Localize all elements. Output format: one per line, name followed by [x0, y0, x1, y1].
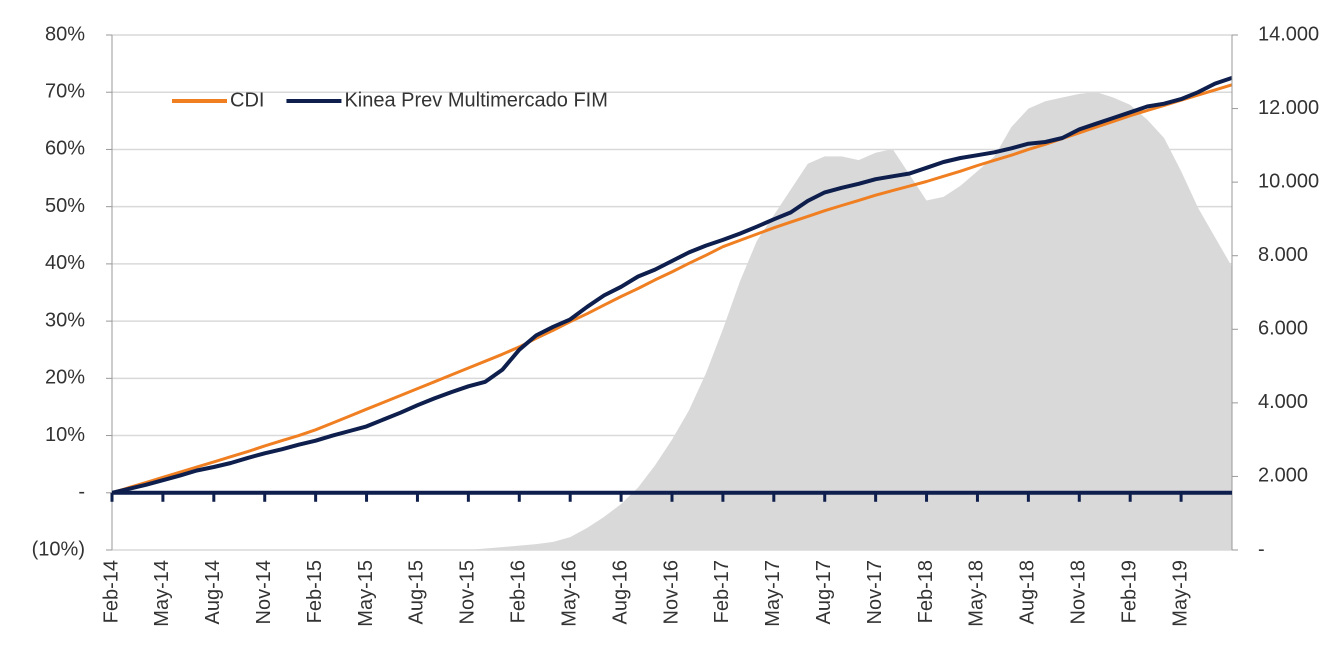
x-tick-label: Aug-14 [202, 560, 224, 625]
x-tick-label: Feb-18 [915, 560, 937, 623]
y2-tick-label: - [1258, 538, 1265, 560]
x-tick-label: Aug-18 [1017, 560, 1039, 625]
x-tick-label: Nov-16 [660, 560, 682, 624]
y-tick-label: (10%) [32, 538, 85, 560]
x-tick-label: Feb-19 [1118, 560, 1140, 623]
x-tick-label: Aug-15 [406, 560, 428, 625]
x-tick-label: May-16 [558, 560, 580, 627]
y2-tick-label: 6.000 [1258, 318, 1308, 340]
x-tick-label: May-15 [355, 560, 377, 627]
x-tick-label: Feb-14 [100, 560, 122, 623]
line [111, 83, 1233, 495]
y-tick-label: - [78, 481, 85, 503]
x-tick-label: May-18 [966, 560, 988, 627]
y2-tick-label: 8.000 [1258, 244, 1308, 266]
line [111, 76, 1233, 495]
y-tick-label: 40% [45, 252, 85, 274]
y-tick-label: 70% [45, 81, 85, 103]
y-tick-label: 10% [45, 424, 85, 446]
x-tick-label: Nov-15 [457, 560, 479, 624]
y2-tick-label: 12.000 [1258, 97, 1319, 119]
x-tick-label: May-17 [762, 560, 784, 627]
x-tick-label: Feb-15 [304, 560, 326, 623]
x-tick-label: Aug-17 [813, 560, 835, 625]
x-tick-label: Nov-17 [864, 560, 886, 624]
y2-tick-label: 10.000 [1258, 170, 1319, 192]
legend-label: CDI [230, 89, 264, 111]
x-tick-label: May-14 [151, 560, 173, 627]
x-tick-label: Feb-16 [508, 560, 530, 623]
y-tick-label: 30% [45, 309, 85, 331]
y-tick-label: 50% [45, 195, 85, 217]
x-tick-label: Feb-17 [711, 560, 733, 623]
legend-label: Kinea Prev Multimercado FIM [344, 89, 607, 111]
y2-tick-label: 14.000 [1258, 23, 1319, 45]
y2-tick-label: 2.000 [1258, 465, 1308, 487]
y2-tick-label: 4.000 [1258, 391, 1308, 413]
y-tick-label: 60% [45, 138, 85, 160]
x-tick-label: May-19 [1169, 560, 1191, 627]
x-tick-label: Aug-16 [609, 560, 631, 625]
x-tick-label: Nov-14 [253, 560, 275, 624]
y-tick-label: 80% [45, 23, 85, 45]
line-layer [111, 76, 1233, 495]
y-tick-label: 20% [45, 367, 85, 389]
x-tick-label: Nov-18 [1068, 560, 1090, 624]
